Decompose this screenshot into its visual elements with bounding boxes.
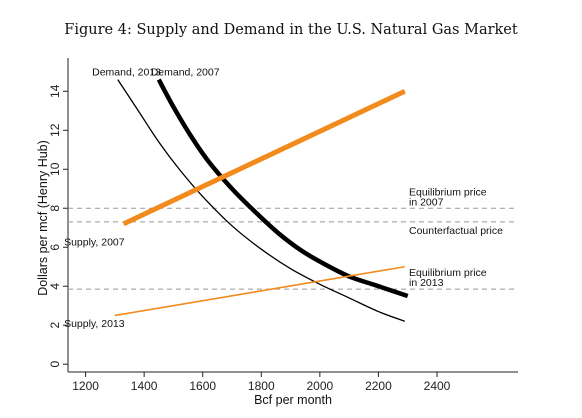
reference-line-label: in 2007 bbox=[409, 196, 444, 208]
x-axis-title: Bcf per month bbox=[254, 393, 332, 407]
y-tick-label: 4 bbox=[48, 283, 62, 290]
x-tick-label: 2200 bbox=[365, 379, 392, 393]
series-annotation: Demand, 2013 bbox=[92, 67, 161, 79]
y-tick-label: 14 bbox=[48, 84, 62, 98]
reference-line-label: Equilibrium price bbox=[409, 267, 487, 279]
demand-2013-line bbox=[117, 79, 406, 322]
supply-2007-line bbox=[122, 89, 406, 227]
y-tick-label: 8 bbox=[48, 205, 62, 212]
y-tick-label: 6 bbox=[48, 244, 62, 251]
y-tick-label: 12 bbox=[48, 123, 62, 137]
y-tick-label: 0 bbox=[48, 361, 62, 368]
reference-line-label: Counterfactual price bbox=[409, 225, 503, 237]
series-annotation: Supply, 2013 bbox=[64, 318, 125, 330]
x-tick-label: 2400 bbox=[424, 379, 451, 393]
y-tick-label: 2 bbox=[48, 322, 62, 329]
x-tick-label: 1400 bbox=[131, 379, 158, 393]
series-layer bbox=[114, 78, 409, 322]
x-tick-label: 1600 bbox=[189, 379, 216, 393]
figure-title: Figure 4: Supply and Demand in the U.S. … bbox=[64, 22, 518, 38]
series-annotation: Supply, 2007 bbox=[64, 236, 125, 248]
x-tick-label: 2000 bbox=[307, 379, 334, 393]
y-axis-title: Dollars per mcf (Henry Hub) bbox=[36, 140, 50, 296]
x-tick-label: 1200 bbox=[72, 379, 99, 393]
axes: 1200 1400 1600 1800 2000 2200 2400 0 2 4 6 8 10 12 14 B… bbox=[36, 58, 518, 407]
supply-2013-line bbox=[114, 265, 405, 317]
reference-line-label: Equilibrium price bbox=[409, 186, 487, 198]
x-tick-label: 1800 bbox=[248, 379, 275, 393]
series-annotation: Demand, 2007 bbox=[151, 67, 220, 79]
y-tick-label: 10 bbox=[48, 162, 62, 176]
reference-line-label: in 2013 bbox=[409, 277, 444, 289]
demand-2007-line bbox=[156, 78, 409, 299]
